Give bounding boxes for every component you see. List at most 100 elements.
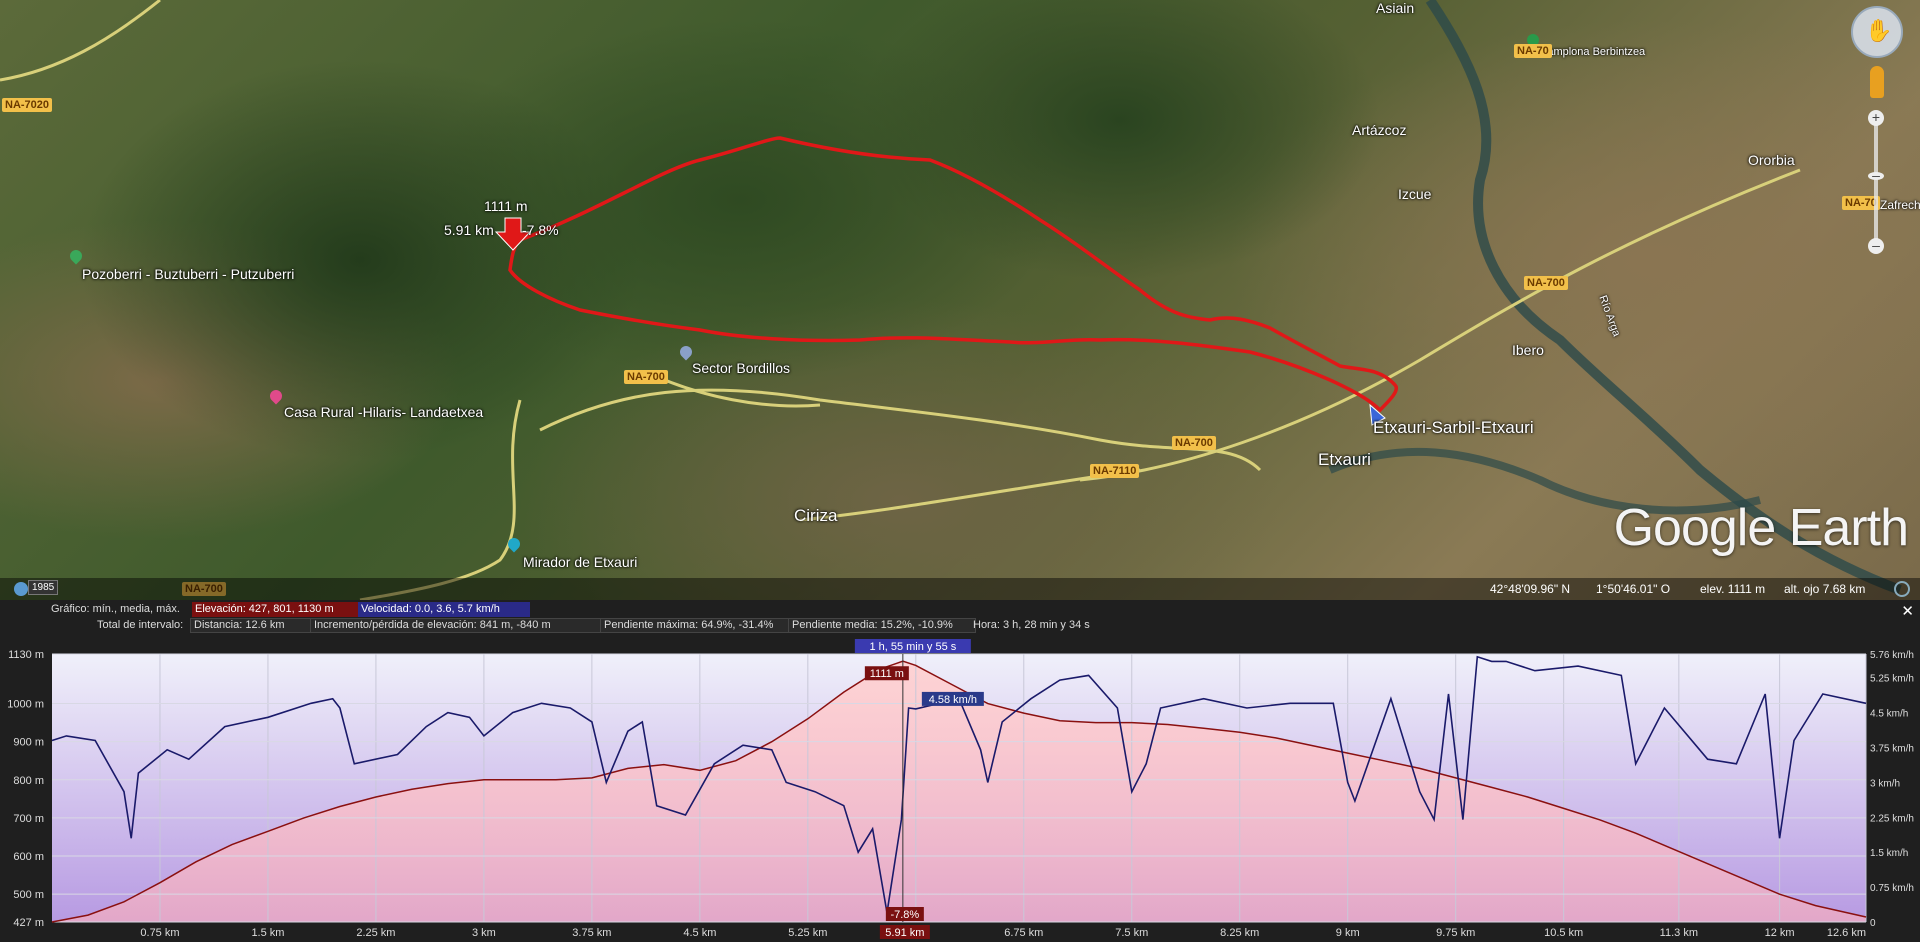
- road-badge: NA-7110: [1090, 464, 1140, 478]
- cursor-time-label-bg: [854, 639, 971, 653]
- y-right-tick-label: 4.5 km/h: [1870, 709, 1908, 720]
- place-ororbia[interactable]: Ororbia: [1748, 152, 1795, 168]
- x-tick-label: 1.5 km: [251, 927, 284, 939]
- status-elevation: elev. 1111 m: [1700, 582, 1766, 596]
- x-tick-label: 7.5 km: [1115, 927, 1148, 939]
- max-slope-stat: Pendiente máxima: 64.9%, -31.4%: [600, 618, 794, 633]
- marker-altitude: 1111 m: [484, 198, 528, 214]
- river-secondary: [1328, 447, 1761, 515]
- x-tick-label: 8.25 km: [1220, 927, 1259, 939]
- map-view[interactable]: Asiain Artázcoz Izcue Ororbia Ibero Etxa…: [0, 0, 1920, 600]
- y-right-tick-label: 3 km/h: [1870, 778, 1900, 789]
- pegman-icon[interactable]: [1870, 66, 1884, 98]
- elevation-line[interactable]: [51, 660, 1867, 923]
- elevation-profile-panel[interactable]: Gráfico: mín., media, máx. Elevación: 42…: [0, 600, 1920, 942]
- elevation-stats[interactable]: Elevación: 427, 801, 1130 m: [192, 602, 358, 617]
- marker-distance: 5.91 km: [444, 222, 494, 238]
- x-tick-label: 12.6 km: [1827, 927, 1866, 939]
- place-asiain[interactable]: Asiain: [1376, 0, 1415, 16]
- place-izcue[interactable]: Izcue: [1398, 186, 1432, 202]
- place-etxauri[interactable]: Etxauri: [1318, 450, 1371, 469]
- cursor-time-label: 1 h, 55 min y 55 s: [869, 641, 956, 653]
- x-tick-label: 5.25 km: [788, 927, 827, 939]
- place-artazcoz[interactable]: Artázcoz: [1352, 122, 1407, 138]
- x-tick-label: 10.5 km: [1544, 927, 1583, 939]
- place-sector-bordillos[interactable]: Sector Bordillos: [692, 360, 791, 376]
- speed-line[interactable]: [51, 655, 1867, 913]
- chart-minmax-label: Gráfico: mín., media, máx.: [51, 603, 180, 615]
- road-na7020: [0, 0, 161, 82]
- place-casa-rural[interactable]: Casa Rural -Hilaris- Landaetxea: [284, 404, 484, 420]
- road-badge: NA-700: [1172, 436, 1216, 450]
- historical-imagery-icon[interactable]: [14, 582, 28, 596]
- road-na700: [539, 388, 1262, 472]
- zoom-in-button[interactable]: +: [1868, 110, 1884, 126]
- route-end-flag[interactable]: [1369, 403, 1386, 426]
- avg-slope-stat: Pendiente media: 15.2%, -10.9%: [788, 618, 976, 633]
- imagery-year[interactable]: 1985: [28, 580, 59, 595]
- road-badge: NA-700: [624, 370, 668, 384]
- x-tick-label: 6.75 km: [1004, 927, 1043, 939]
- cursor-speed-label-bg: [921, 691, 984, 706]
- interval-total-label: Total de intervalo:: [97, 619, 184, 631]
- place-pamplona[interactable]: Pamplona Berbintzea: [1540, 46, 1646, 58]
- place-mirador[interactable]: Mirador de Etxauri: [523, 554, 638, 570]
- y-left-tick-label: 1130 m: [8, 649, 44, 661]
- close-profile-button[interactable]: ✕: [1901, 603, 1914, 620]
- road-na7110: [799, 468, 1141, 522]
- x-tick-label: 9 km: [1336, 927, 1360, 939]
- road-badge: NA-70: [1842, 196, 1880, 210]
- x-tick-label: 2.25 km: [356, 927, 395, 939]
- y-left-tick-label: 427 m: [13, 917, 44, 929]
- route-track[interactable]: [508, 136, 1398, 413]
- stats-row-1: Gráfico: mín., media, máx. Elevación: 42…: [0, 602, 1900, 617]
- streaming-indicator-icon: [1894, 581, 1910, 597]
- y-right-tick-label: 5.25 km/h: [1870, 674, 1914, 685]
- x-tick-label: 9.75 km: [1436, 927, 1475, 939]
- y-left-tick-label: 800 m: [13, 775, 44, 787]
- zoom-slider[interactable]: + – –: [1868, 110, 1884, 256]
- zoom-out-button[interactable]: –: [1868, 238, 1884, 254]
- cursor-slope-label: -7.8%: [890, 909, 919, 921]
- place-ciriza[interactable]: Ciriza: [794, 506, 838, 525]
- status-longitude: 1°50'46.01" O: [1596, 582, 1671, 596]
- x-tick-label: 11.3 km: [1660, 927, 1698, 939]
- road-na700-b: [659, 376, 821, 408]
- elevation-chart[interactable]: 1130 m 1000 m 900 m 800 m 700 m 600 m 500 m 427…: [0, 600, 1920, 942]
- map-overlay: [0, 0, 1902, 600]
- cursor-slope-label-bg: [885, 907, 924, 921]
- x-tick-label: 0.75 km: [140, 927, 179, 939]
- road-na700-c: [1079, 168, 1801, 482]
- y-left-tick-label: 600 m: [13, 851, 44, 863]
- cursor-distance-label: 5.91 km: [885, 927, 924, 939]
- x-tick-label: 12 km: [1765, 927, 1795, 939]
- river-arga: [1425, 0, 1902, 595]
- elevation-area: [52, 661, 1866, 922]
- zoom-track[interactable]: [1874, 120, 1878, 246]
- x-tick-label: 4.5 km: [683, 927, 716, 939]
- y-left-tick-label: 500 m: [13, 889, 44, 901]
- cursor-speed-label: 4.58 km/h: [929, 694, 977, 706]
- road-mirador: [359, 399, 522, 600]
- y-right-tick-label: 0: [1870, 918, 1876, 929]
- place-etxauri-sarbil[interactable]: Etxauri-Sarbil-Etxauri: [1373, 418, 1534, 437]
- stats-row-2: Total de intervalo: Distancia: 12.6 km I…: [0, 618, 1900, 633]
- navigation-ring[interactable]: ✋: [1851, 6, 1903, 58]
- y-left-tick-label: 1000 m: [7, 699, 44, 711]
- hand-icon: ✋: [1865, 18, 1893, 43]
- place-ibero[interactable]: Ibero: [1512, 342, 1544, 358]
- zoom-handle[interactable]: –: [1868, 168, 1884, 182]
- cursor-distance-label-bg: [879, 925, 930, 939]
- y-left-tick-label: 900 m: [13, 737, 44, 749]
- cursor-elevation-label-bg: [864, 666, 909, 681]
- cursor-elevation-label: 1111 m: [870, 668, 904, 680]
- velocity-stats[interactable]: Velocidad: 0.0, 3.6, 5.7 km/h: [358, 602, 530, 617]
- place-pozoberri[interactable]: Pozoberri - Buztuberri - Putzuberri: [82, 266, 295, 282]
- route-position-marker[interactable]: [494, 217, 532, 251]
- place-zafrech[interactable]: Zafrech: [1880, 198, 1920, 212]
- x-tick-label: 3.75 km: [572, 927, 611, 939]
- road-badge: NA-70: [1514, 44, 1552, 58]
- y-right-tick-label: 2.25 km/h: [1870, 813, 1914, 824]
- status-latitude: 42°48'09.96" N: [1490, 582, 1571, 596]
- y-right-tick-label: 3.75 km/h: [1870, 744, 1914, 755]
